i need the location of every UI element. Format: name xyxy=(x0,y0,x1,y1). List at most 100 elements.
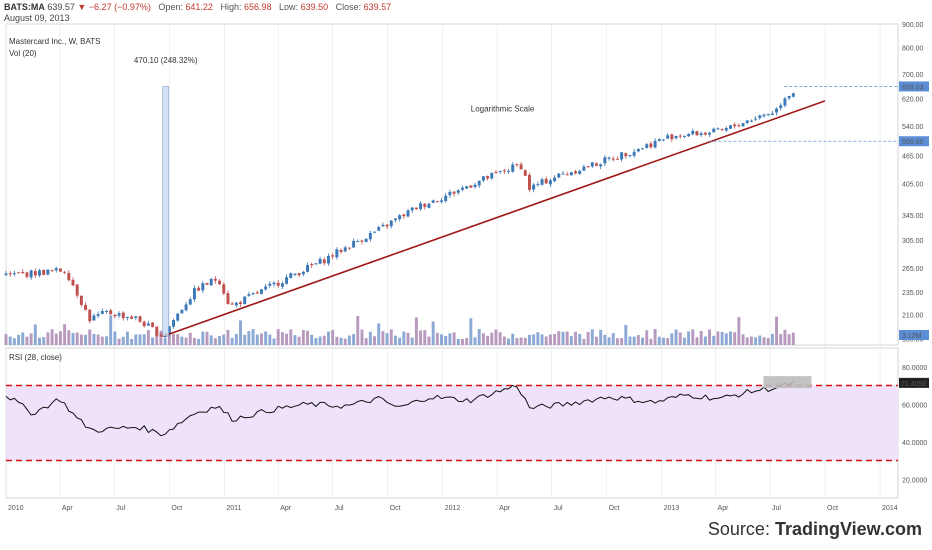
volume-bar xyxy=(67,330,71,345)
x-tick-label: 2010 xyxy=(8,505,24,512)
candle-body xyxy=(71,279,75,286)
volume-bar xyxy=(636,335,640,345)
candle-body xyxy=(494,171,498,173)
candle-body xyxy=(540,179,544,185)
volume-bar xyxy=(523,337,527,345)
candle-body xyxy=(172,320,175,327)
low-label: Low: xyxy=(279,2,299,12)
candle-body xyxy=(741,123,745,127)
candle-body xyxy=(724,128,728,131)
candle-body xyxy=(155,326,159,336)
volume-bar xyxy=(444,335,448,345)
candle-body xyxy=(544,178,548,184)
measure-label: 470.10 (248.32%) xyxy=(134,56,198,65)
candle-body xyxy=(733,124,737,127)
volume-bar xyxy=(536,332,540,345)
volume-bar xyxy=(280,332,284,345)
volume-bar xyxy=(699,331,703,345)
volume-bar xyxy=(251,329,255,345)
volume-bar xyxy=(360,329,364,345)
volume-bar xyxy=(213,338,217,345)
candle-body xyxy=(285,277,289,284)
candle-body xyxy=(389,220,393,227)
chart-title: Mastercard Inc., W, BATS xyxy=(9,37,100,46)
candle-body xyxy=(21,271,25,274)
volume-bar xyxy=(528,334,531,345)
volume-bar xyxy=(682,337,686,345)
volume-bar xyxy=(301,329,305,345)
volume-bar xyxy=(268,334,272,345)
y-tick-label: 405.00 xyxy=(902,181,924,188)
volume-bar xyxy=(494,329,498,345)
y-tick-label: 620.00 xyxy=(902,96,924,103)
volume-bar xyxy=(670,333,674,345)
volume-bar xyxy=(38,337,41,345)
volume-bar xyxy=(71,332,75,345)
volume-bar xyxy=(574,331,578,345)
price-change: ▼ −6.27 (−0.97%) xyxy=(77,2,151,12)
x-tick-label: Oct xyxy=(827,505,838,512)
volume-bar xyxy=(109,315,113,345)
candle-body xyxy=(222,284,226,294)
candle-body xyxy=(557,173,561,178)
candle-body xyxy=(553,177,557,182)
candle-body xyxy=(532,184,536,190)
candle-body xyxy=(176,313,180,321)
volume-bar xyxy=(8,336,12,345)
volume-bar xyxy=(402,331,406,345)
price-tag-label: 500.00 xyxy=(902,139,924,146)
candle-body xyxy=(377,227,381,231)
volume-bar xyxy=(234,334,238,345)
volume-bar xyxy=(477,329,481,345)
y-tick-label: 305.00 xyxy=(902,238,924,245)
rsi-highlight xyxy=(763,376,812,389)
volume-bar xyxy=(423,330,427,345)
candle-body xyxy=(666,135,670,139)
candle-body xyxy=(17,272,21,274)
y-tick-label: 465.00 xyxy=(902,154,924,161)
candle-body xyxy=(582,166,586,171)
volume-bar xyxy=(138,334,142,345)
volume-bar xyxy=(565,331,569,345)
x-tick-label: Apr xyxy=(499,505,511,512)
volume-bar xyxy=(255,334,259,345)
volume-bar xyxy=(146,330,150,345)
candle-body xyxy=(58,268,62,272)
candle-body xyxy=(448,191,452,196)
candle-body xyxy=(385,224,389,227)
volume-bar xyxy=(297,336,301,345)
volume-bar xyxy=(599,329,603,345)
candle-body xyxy=(356,241,360,243)
volume-bar xyxy=(100,336,104,345)
candle-body xyxy=(113,314,117,317)
candle-body xyxy=(729,125,732,129)
candle-body xyxy=(247,294,251,296)
volume-bar xyxy=(745,337,749,345)
candle-body xyxy=(410,207,414,211)
candle-body xyxy=(636,149,640,152)
candle-body xyxy=(347,247,351,249)
volume-bar xyxy=(331,329,335,345)
log-scale-label: Logarithmic Scale xyxy=(471,105,535,114)
volume-bar xyxy=(356,316,360,345)
candle-body xyxy=(159,334,163,337)
candle-body xyxy=(343,247,347,252)
candle-body xyxy=(213,278,217,281)
volume-bar xyxy=(289,329,293,345)
candle-body xyxy=(498,170,502,172)
volume-bar xyxy=(155,332,159,345)
candle-body xyxy=(197,287,201,291)
volume-bar xyxy=(448,333,452,345)
volume-bar xyxy=(306,330,309,345)
volume-bar xyxy=(532,334,536,345)
volume-bar xyxy=(25,336,29,345)
x-tick-label: Apr xyxy=(280,505,292,512)
volume-bar xyxy=(239,320,242,345)
candle-body xyxy=(264,286,268,290)
candle-body xyxy=(142,321,146,327)
measure-box xyxy=(162,86,170,337)
candle-body xyxy=(536,184,540,186)
volume-bar xyxy=(716,331,720,345)
candle-body xyxy=(109,310,113,315)
